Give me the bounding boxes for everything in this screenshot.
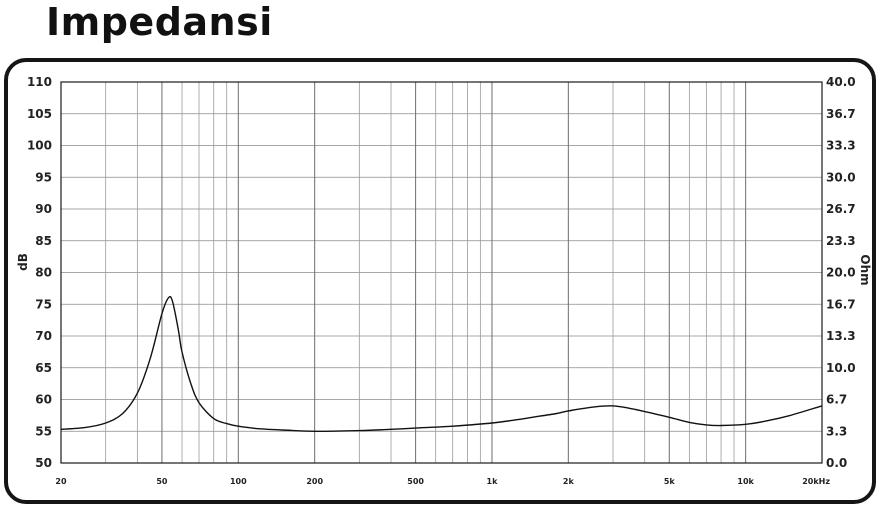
page-title: Impedansi — [46, 0, 273, 44]
x-tick-label: 200 — [306, 477, 323, 486]
left-tick-label: 65 — [35, 361, 52, 375]
right-tick-label: 30.0 — [826, 170, 856, 184]
left-tick-label: 75 — [35, 297, 52, 311]
right-tick-label: 33.3 — [826, 139, 856, 153]
impedance-curve — [60, 295, 823, 433]
right-tick-label: 10.0 — [826, 361, 856, 375]
plot-border — [60, 81, 823, 464]
right-tick-label: 40.0 — [826, 75, 856, 89]
right-tick-label: 13.3 — [826, 329, 856, 343]
right-tick-label: 26.7 — [826, 202, 856, 216]
left-tick-label: 55 — [35, 424, 52, 438]
right-tick-label: 23.3 — [826, 234, 856, 248]
x-tick-label: 50 — [156, 477, 168, 486]
left-tick-label: 70 — [35, 329, 52, 343]
y-axis-label-right: Ohm — [858, 254, 872, 285]
left-tick-label: 105 — [27, 107, 52, 121]
right-tick-label: 0.0 — [826, 456, 847, 470]
right-tick-label: 36.7 — [826, 107, 856, 121]
x-tick-label: 20kHz — [802, 477, 830, 486]
x-axis-ticks: 20 50 100 200 500 1k 2k 5k 10k 20kHz — [55, 477, 830, 486]
right-tick-label: 20.0 — [826, 266, 856, 280]
right-axis-ticks: 40.0 36.7 33.3 30.0 26.7 23.3 20.0 16.7 13.3 10.0… — [826, 75, 856, 470]
right-tick-label: 6.7 — [826, 393, 847, 407]
x-tick-label: 20 — [55, 477, 67, 486]
grid-layer — [60, 81, 823, 464]
x-tick-label: 1k — [487, 477, 499, 486]
left-tick-label: 80 — [35, 266, 52, 280]
x-tick-label: 2k — [563, 477, 575, 486]
curve-layer — [60, 295, 823, 433]
x-tick-label: 500 — [407, 477, 424, 486]
x-tick-label: 10k — [737, 477, 754, 486]
left-tick-label: 90 — [35, 202, 52, 216]
x-tick-label: 100 — [230, 477, 247, 486]
left-tick-label: 100 — [27, 139, 52, 153]
left-tick-label: 60 — [35, 393, 52, 407]
y-axis-label-left: dB — [16, 253, 30, 271]
left-tick-label: 110 — [27, 75, 52, 89]
x-tick-label: 5k — [664, 477, 676, 486]
right-tick-label: 3.3 — [826, 424, 847, 438]
left-axis-ticks: 110 105 100 95 90 85 80 75 70 65 60 55 50 — [27, 75, 52, 470]
chart-frame — [4, 58, 876, 504]
left-tick-label: 50 — [35, 456, 52, 470]
left-tick-label: 95 — [35, 170, 52, 184]
left-tick-label: 85 — [35, 234, 52, 248]
right-tick-label: 16.7 — [826, 297, 856, 311]
